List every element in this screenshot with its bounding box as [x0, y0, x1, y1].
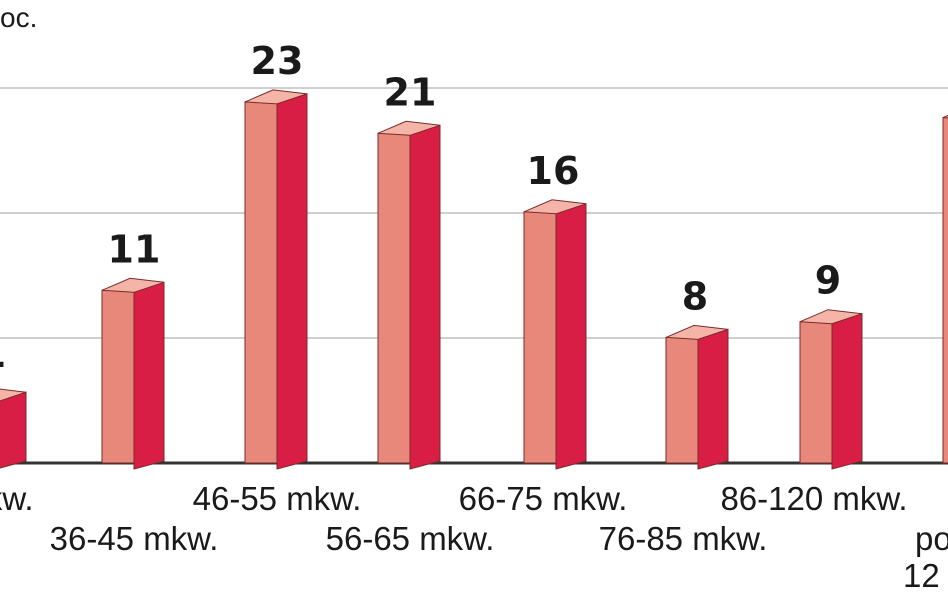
- bars: [0, 89, 948, 470]
- labels: 4 11 23 21 16 8 9 mkw. 36-45 mkw.46-55 mkw.56-65…: [0, 39, 948, 593]
- bar: [799, 309, 863, 470]
- bar: [665, 324, 729, 470]
- value-label: 9: [815, 259, 841, 303]
- bar-side: [133, 281, 165, 470]
- bar-side: [276, 93, 308, 470]
- bar-top: [523, 199, 587, 215]
- bar-top: [799, 309, 863, 325]
- bar: [377, 120, 441, 470]
- bar-top: [101, 277, 165, 293]
- value-label: 23: [251, 39, 304, 83]
- category-label: po: [915, 520, 948, 557]
- value-label: 11: [108, 227, 161, 271]
- bar-top: [0, 388, 27, 402]
- bar-side: [409, 124, 441, 470]
- bar: [523, 199, 587, 470]
- category-label: mkw.: [0, 480, 34, 517]
- bar-top: [942, 114, 948, 119]
- bar-front: [244, 101, 278, 464]
- bar-side: [555, 203, 587, 470]
- value-label: 21: [384, 70, 437, 114]
- bar-top: [665, 324, 729, 340]
- category-label: 56-65 mkw.: [326, 520, 495, 557]
- bar-front: [523, 211, 557, 464]
- bar-front: [101, 289, 135, 464]
- bar: [101, 277, 165, 470]
- category-label: 76-85 mkw.: [599, 520, 768, 557]
- bar: [942, 114, 948, 464]
- value-label: 8: [682, 274, 708, 318]
- value-label: 4: [0, 337, 5, 381]
- category-label: 66-75 mkw.: [459, 480, 628, 517]
- category-label: 86-120 mkw.: [720, 480, 907, 517]
- bar-front: [377, 132, 411, 464]
- category-label: 36-45 mkw.: [50, 520, 219, 557]
- bar-side: [0, 391, 27, 469]
- bar: [244, 89, 308, 470]
- category-label: 46-55 mkw.: [193, 480, 362, 517]
- bar-front: [942, 117, 948, 464]
- bar-side: [697, 328, 729, 470]
- bar-side: [831, 313, 863, 470]
- value-label: 16: [527, 149, 580, 193]
- unit-label: oc.: [0, 2, 38, 33]
- bar: [0, 388, 27, 469]
- bar-top: [244, 89, 308, 105]
- bar-top: [377, 120, 441, 136]
- bar-front: [799, 321, 833, 464]
- category-label: 12: [903, 557, 940, 593]
- bar-front: [665, 336, 699, 464]
